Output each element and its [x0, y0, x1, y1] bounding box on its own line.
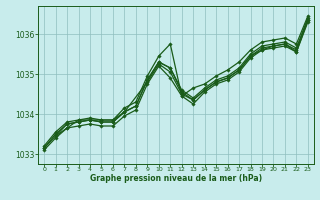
X-axis label: Graphe pression niveau de la mer (hPa): Graphe pression niveau de la mer (hPa) — [90, 174, 262, 183]
